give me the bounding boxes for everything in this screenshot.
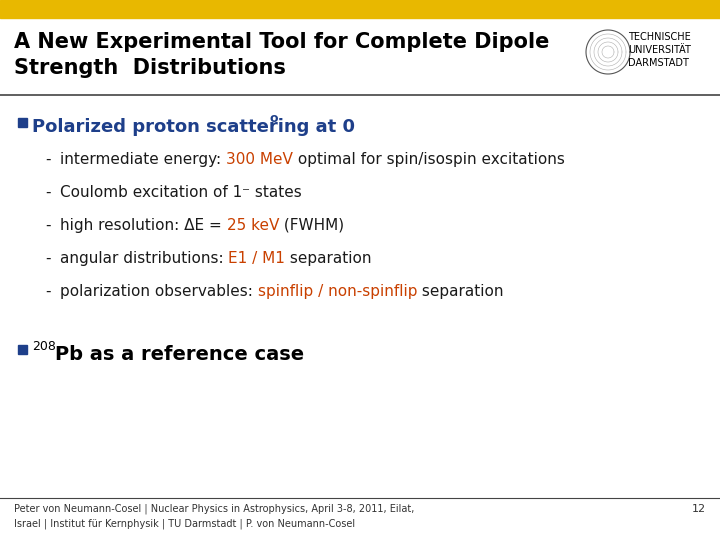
Text: 25 keV: 25 keV [227,218,279,233]
Bar [18,118,27,127]
Text: spinflip / non-spinflip: spinflip / non-spinflip [258,284,418,299]
Text: Coulomb excitation of 1: Coulomb excitation of 1 [60,185,242,200]
Text: intermediate energy:: intermediate energy: [60,152,226,167]
Text: states: states [251,185,302,200]
Text: angular distributions:: angular distributions: [60,251,228,266]
Text: 300 MeV: 300 MeV [226,152,293,167]
Text: (FWHM): (FWHM) [279,218,344,233]
Bar [0,0,720,18]
Text: A New Experimental Tool for Complete Dipole: A New Experimental Tool for Complete Dip… [14,32,549,52]
Text: Strength  Distributions: Strength Distributions [14,58,286,78]
Text: o: o [270,112,279,125]
Text: separation: separation [285,251,372,266]
Text: optimal for spin/isospin excitations: optimal for spin/isospin excitations [293,152,564,167]
Text: TECHNISCHE
UNIVERSITÄT
DARMSTADT: TECHNISCHE UNIVERSITÄT DARMSTADT [628,32,691,69]
Text: E1 / M1: E1 / M1 [228,251,285,266]
Text: Polarized proton scattering at 0: Polarized proton scattering at 0 [32,118,355,136]
Text: polarization observables:: polarization observables: [60,284,258,299]
Text: separation: separation [418,284,504,299]
Text: Peter von Neumann-Cosel | Nuclear Physics in Astrophysics, April 3-8, 2011, Eila: Peter von Neumann-Cosel | Nuclear Physic… [14,504,415,529]
Text: 208: 208 [32,340,56,353]
Text: -: - [45,152,50,167]
Text: -: - [45,251,50,266]
Text: high resolution: ΔE =: high resolution: ΔE = [60,218,227,233]
Bar [18,345,27,354]
Text: -: - [45,218,50,233]
Text: ⁻: ⁻ [242,185,251,200]
Text: Pb as a reference case: Pb as a reference case [55,345,304,364]
Text: -: - [45,185,50,200]
Text: 12: 12 [692,504,706,514]
Text: -: - [45,284,50,299]
